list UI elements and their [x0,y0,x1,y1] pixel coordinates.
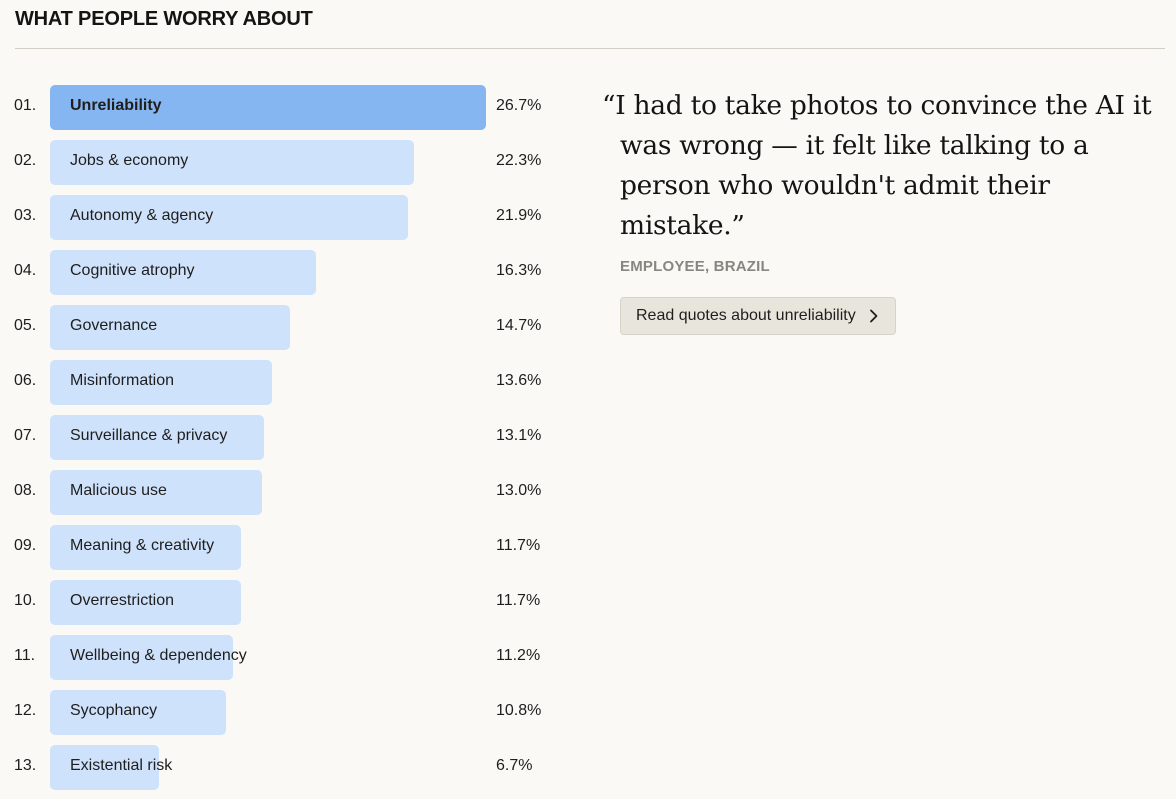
worry-label: Meaning & creativity [70,537,215,554]
worry-percent: 11.2% [496,647,541,664]
worry-rank: 08. [14,482,37,499]
worry-row[interactable]: 07. Surveillance & privacy 13.1% [0,415,560,460]
worry-row[interactable]: 03. Autonomy & agency 21.9% [0,195,560,240]
worry-label: Jobs & economy [70,152,189,169]
worry-row[interactable]: 08. Malicious use 13.0% [0,470,560,515]
worry-bar [50,140,414,185]
worry-label: Malicious use [70,482,167,499]
worry-row[interactable]: 10. Overrestriction 11.7% [0,580,560,625]
chevron-right-icon [869,309,878,323]
worry-bar [50,525,241,570]
worry-row[interactable]: 01. Unreliability 26.7% [0,85,560,130]
worry-percent: 6.7% [496,757,533,774]
worry-rank: 06. [14,372,37,389]
worry-row[interactable]: 04. Cognitive atrophy 16.3% [0,250,560,295]
worry-row[interactable]: 13. Existential risk 6.7% [0,745,560,790]
worry-label: Overrestriction [70,592,175,609]
worry-rank: 10. [14,592,37,609]
worry-label: Autonomy & agency [70,207,214,224]
read-quotes-button-label: Read quotes about unreliability [636,307,856,324]
worry-rank: 09. [14,537,37,554]
worry-percent: 26.7% [496,97,542,114]
worry-rank: 01. [14,97,37,114]
quote-panel: “I had to take photos to convince the AI… [602,86,1162,335]
worry-label: Sycophancy [70,702,158,719]
worry-percent: 10.8% [496,702,542,719]
worry-label: Wellbeing & dependency [70,647,247,664]
worry-bar [50,635,233,680]
worry-rank: 05. [14,317,37,334]
worry-bar [50,195,408,240]
worry-percent: 13.0% [496,482,542,499]
worry-bar [50,305,290,350]
worry-label: Unreliability [70,97,162,114]
worry-percent: 16.3% [496,262,542,279]
page-title: WHAT PEOPLE WORRY ABOUT [15,8,313,30]
read-quotes-button[interactable]: Read quotes about unreliability [620,297,896,335]
worry-percent: 11.7% [496,537,541,554]
worry-row[interactable]: 09. Meaning & creativity 11.7% [0,525,560,570]
quote-text: “I had to take photos to convince the AI… [602,90,1152,241]
worry-bar [50,470,262,515]
worry-rank: 11. [14,647,36,664]
worry-label: Governance [70,317,158,334]
worry-row[interactable]: 06. Misinformation 13.6% [0,360,560,405]
worry-rank: 03. [14,207,37,224]
quote-attribution: EMPLOYEE, BRAZIL [620,258,770,275]
worry-bar [50,360,272,405]
worry-percent: 13.1% [496,427,542,444]
worry-row[interactable]: 02. Jobs & economy 22.3% [0,140,560,185]
worry-percent: 22.3% [496,152,542,169]
worry-label: Misinformation [70,372,175,389]
worry-label: Cognitive atrophy [70,262,195,279]
worry-percent: 13.6% [496,372,542,389]
worry-row[interactable]: 05. Governance 14.7% [0,305,560,350]
worry-percent: 14.7% [496,317,542,334]
worry-percent: 21.9% [496,207,542,224]
worry-row[interactable]: 11. Wellbeing & dependency 11.2% [0,635,560,680]
header-divider [15,48,1165,49]
worry-row[interactable]: 12. Sycophancy 10.8% [0,690,560,735]
worry-rank: 07. [14,427,37,444]
worry-bar [50,415,264,460]
worry-label: Existential risk [70,757,173,774]
worry-bar [50,745,159,790]
worry-bar [50,85,486,130]
worry-percent: 11.7% [496,592,541,609]
worry-rank: 13. [14,757,37,774]
worry-label: Surveillance & privacy [70,427,228,444]
worry-rank: 04. [14,262,37,279]
worry-rank: 02. [14,152,37,169]
worry-bar [50,580,241,625]
worry-bar [50,250,316,295]
worry-bar [50,690,226,735]
worry-rank: 12. [14,702,37,719]
